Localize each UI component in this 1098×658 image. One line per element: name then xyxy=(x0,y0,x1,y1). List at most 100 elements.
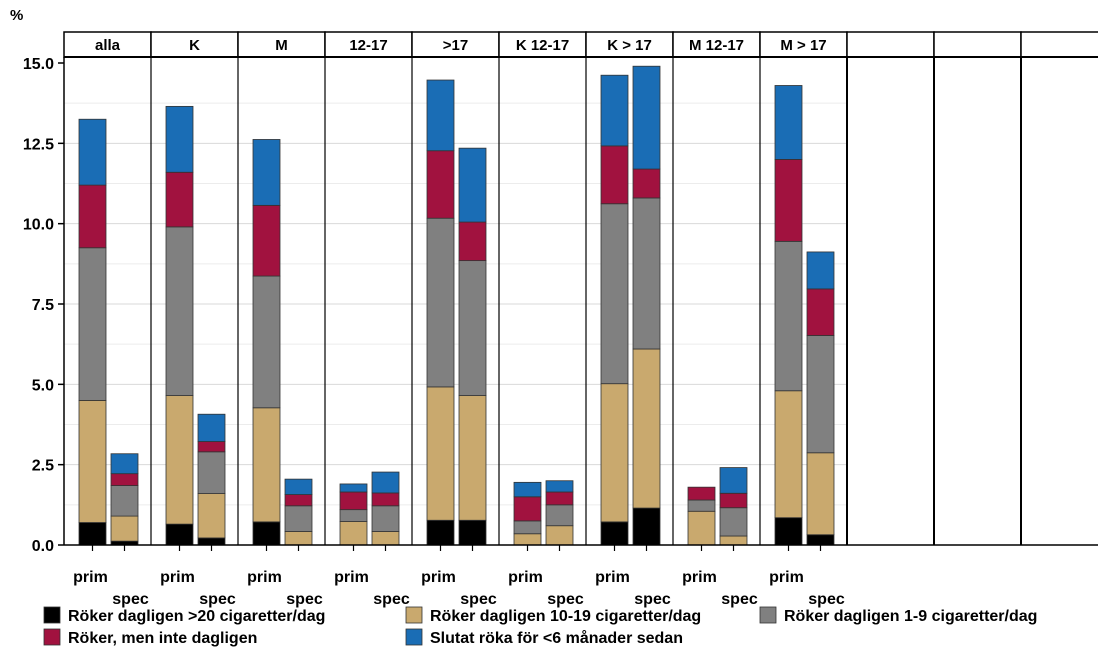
bar-segment xyxy=(632,168,661,199)
bar-segment xyxy=(252,139,281,206)
bar-segment xyxy=(806,534,835,546)
x-label-prim: prim xyxy=(682,569,717,586)
y-axis-ticks: 0.0 2.5 5.0 7.5 10.0 12.5 15.0 xyxy=(23,56,64,555)
legend-label: Röker, men inte dagligen xyxy=(68,630,257,647)
bar-segment xyxy=(339,483,368,493)
bar-segment xyxy=(687,486,716,501)
bar-segment xyxy=(719,467,748,494)
bar-segment xyxy=(252,275,281,409)
bar-segment xyxy=(284,505,313,532)
bar-segment xyxy=(774,517,803,546)
bar-segment xyxy=(426,386,455,521)
y-tick-label: 15.0 xyxy=(23,56,54,73)
bar-segment xyxy=(426,217,455,388)
panel-header-box xyxy=(63,31,152,58)
bar-segment xyxy=(600,383,629,523)
panel-header-label: K 12-17 xyxy=(516,37,569,54)
bar-segment xyxy=(687,499,716,512)
bar-segment xyxy=(339,509,368,522)
bar-segment xyxy=(339,491,368,511)
y-tick-label: 12.5 xyxy=(23,136,54,153)
y-axis-label: % xyxy=(10,7,23,24)
bar-segment xyxy=(110,473,139,486)
legend: Röker dagligen >20 cigaretter/dag Röker d… xyxy=(43,606,1037,647)
bar-segment xyxy=(806,335,835,454)
legend-swatch xyxy=(759,606,777,624)
bar-segment xyxy=(806,452,835,536)
bar-segment xyxy=(197,441,226,453)
bar-segment xyxy=(513,533,542,546)
bar-segment xyxy=(78,247,107,401)
x-label-spec: spec xyxy=(286,591,323,608)
bar-segment xyxy=(252,521,281,546)
panel-header-box xyxy=(324,31,413,58)
bar-segment xyxy=(719,507,748,537)
bar-segment xyxy=(458,260,487,396)
bar-segment xyxy=(545,480,574,493)
x-label-spec: spec xyxy=(721,591,758,608)
x-label-prim: prim xyxy=(508,569,543,586)
bar-segment xyxy=(513,520,542,535)
bar-segment xyxy=(197,451,226,494)
x-label-spec: spec xyxy=(199,591,236,608)
bar-segment xyxy=(774,85,803,160)
bar-segment xyxy=(513,481,542,498)
x-label-prim: prim xyxy=(334,569,369,586)
legend-label: Slutat röka för <6 månader sedan xyxy=(430,629,683,647)
panel-header-label: K xyxy=(189,37,200,54)
x-label-prim: prim xyxy=(160,569,195,586)
bar-segment xyxy=(687,510,716,546)
bar-segment xyxy=(110,515,139,542)
bar-segment xyxy=(458,395,487,521)
panel-header-box xyxy=(846,31,935,58)
panel-headers: alla K M 12-17 >17 K 12-17 K > 17 M 12-17 M > 17 xyxy=(63,31,1098,58)
panel-header-box xyxy=(150,31,239,58)
x-label-spec: spec xyxy=(808,591,845,608)
bar-segment xyxy=(458,147,487,223)
bar-segment xyxy=(513,496,542,522)
bar-segment xyxy=(78,522,107,546)
bar-segment xyxy=(110,485,139,517)
panel-header-label: 12-17 xyxy=(349,37,387,54)
x-label-spec: spec xyxy=(634,591,671,608)
bar-segment xyxy=(165,523,194,546)
x-label-spec: spec xyxy=(460,591,497,608)
bar-segment xyxy=(600,74,629,147)
bar-segment xyxy=(165,395,194,525)
x-label-spec: spec xyxy=(547,591,584,608)
bar-segment xyxy=(371,492,400,507)
bar-segment xyxy=(197,493,226,539)
bar-segment xyxy=(197,413,226,442)
bar-segment xyxy=(632,348,661,509)
legend-swatch xyxy=(405,628,423,646)
panel-header-box xyxy=(498,31,587,58)
bar-segment xyxy=(78,184,107,249)
bar-segment xyxy=(252,407,281,523)
legend-swatch xyxy=(43,628,61,646)
x-label-prim: prim xyxy=(73,569,108,586)
bar-segment xyxy=(284,478,313,495)
legend-swatch xyxy=(43,606,61,624)
x-label-prim: prim xyxy=(595,569,630,586)
bar-segment xyxy=(371,505,400,532)
panel-header-label: M xyxy=(275,37,288,54)
bar-segment xyxy=(806,288,835,336)
bar-segment xyxy=(371,531,400,546)
bar-segment xyxy=(426,519,455,546)
bars xyxy=(78,65,835,546)
plot-frame xyxy=(63,56,1098,546)
panel-header-label: M 12-17 xyxy=(689,37,744,54)
bar-segment xyxy=(545,525,574,546)
panel-header-box xyxy=(585,31,674,58)
bar-segment xyxy=(632,507,661,546)
legend-label: Röker dagligen 10-19 cigaretter/dag xyxy=(430,608,701,625)
bar-segment xyxy=(774,240,803,392)
legend-swatch xyxy=(405,606,423,624)
bar-segment xyxy=(284,531,313,546)
bar-segment xyxy=(426,79,455,152)
legend-label: Röker dagligen 1-9 cigaretter/dag xyxy=(784,608,1037,625)
bar-segment xyxy=(165,226,194,396)
bar-segment xyxy=(600,203,629,385)
panel-header-label: M > 17 xyxy=(780,37,826,54)
